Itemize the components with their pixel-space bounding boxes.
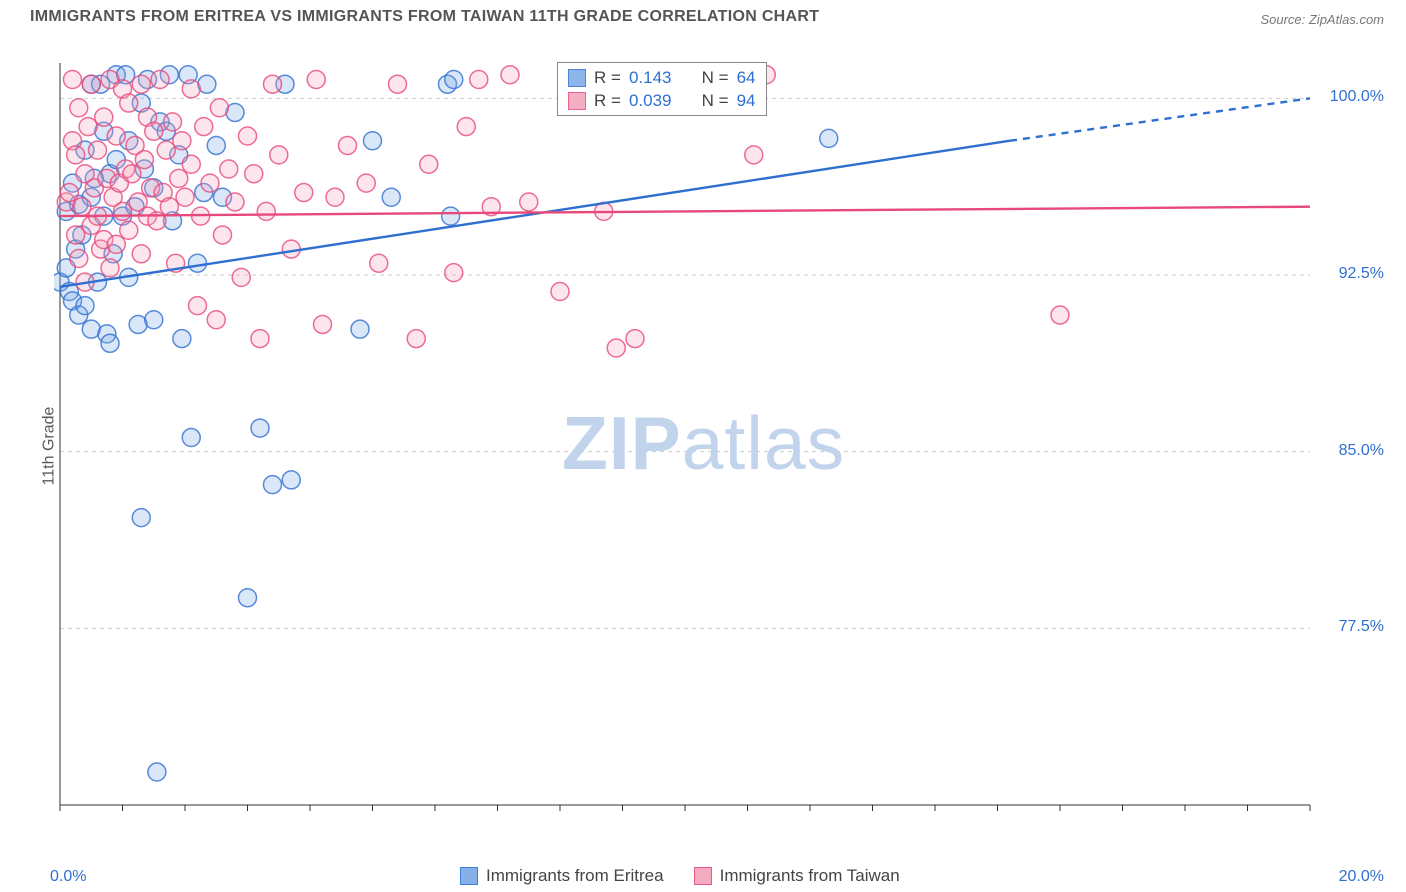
y-tick-label: 100.0% [1330, 88, 1384, 106]
chart-title: IMMIGRANTS FROM ERITREA VS IMMIGRANTS FR… [30, 8, 819, 26]
y-tick-label: 92.5% [1339, 265, 1384, 283]
legend-r-label: R = [594, 90, 621, 113]
legend-row: R = 0.039 N = 94 [568, 90, 756, 113]
legend-n-label: N = [702, 67, 729, 90]
series-legend-label: Immigrants from Taiwan [720, 866, 900, 886]
correlation-legend: R = 0.143 N = 64R = 0.039 N = 94 [557, 62, 767, 116]
legend-row: R = 0.143 N = 64 [568, 67, 756, 90]
y-tick-label: 77.5% [1339, 618, 1384, 636]
legend-swatch [694, 867, 712, 885]
legend-swatch [460, 867, 478, 885]
legend-r-value: 0.143 [629, 67, 672, 90]
plot-svg [54, 55, 1360, 835]
source-label: Source: ZipAtlas.com [1260, 12, 1384, 27]
legend-n-label: N = [702, 90, 729, 113]
series-legend-item: Immigrants from Eritrea [460, 866, 664, 886]
legend-swatch [568, 69, 586, 87]
y-tick-label: 85.0% [1339, 442, 1384, 460]
legend-n-value: 94 [737, 90, 756, 113]
legend-n-value: 64 [737, 67, 756, 90]
plot-area [54, 55, 1360, 835]
legend-swatch [568, 92, 586, 110]
series-legend-label: Immigrants from Eritrea [486, 866, 664, 886]
x-tick-right: 20.0% [1339, 868, 1384, 886]
series-legend-item: Immigrants from Taiwan [694, 866, 900, 886]
series-legend: Immigrants from Eritrea Immigrants from T… [460, 866, 900, 886]
x-tick-left: 0.0% [50, 868, 86, 886]
legend-r-label: R = [594, 67, 621, 90]
legend-r-value: 0.039 [629, 90, 672, 113]
correlation-chart: IMMIGRANTS FROM ERITREA VS IMMIGRANTS FR… [0, 0, 1406, 892]
